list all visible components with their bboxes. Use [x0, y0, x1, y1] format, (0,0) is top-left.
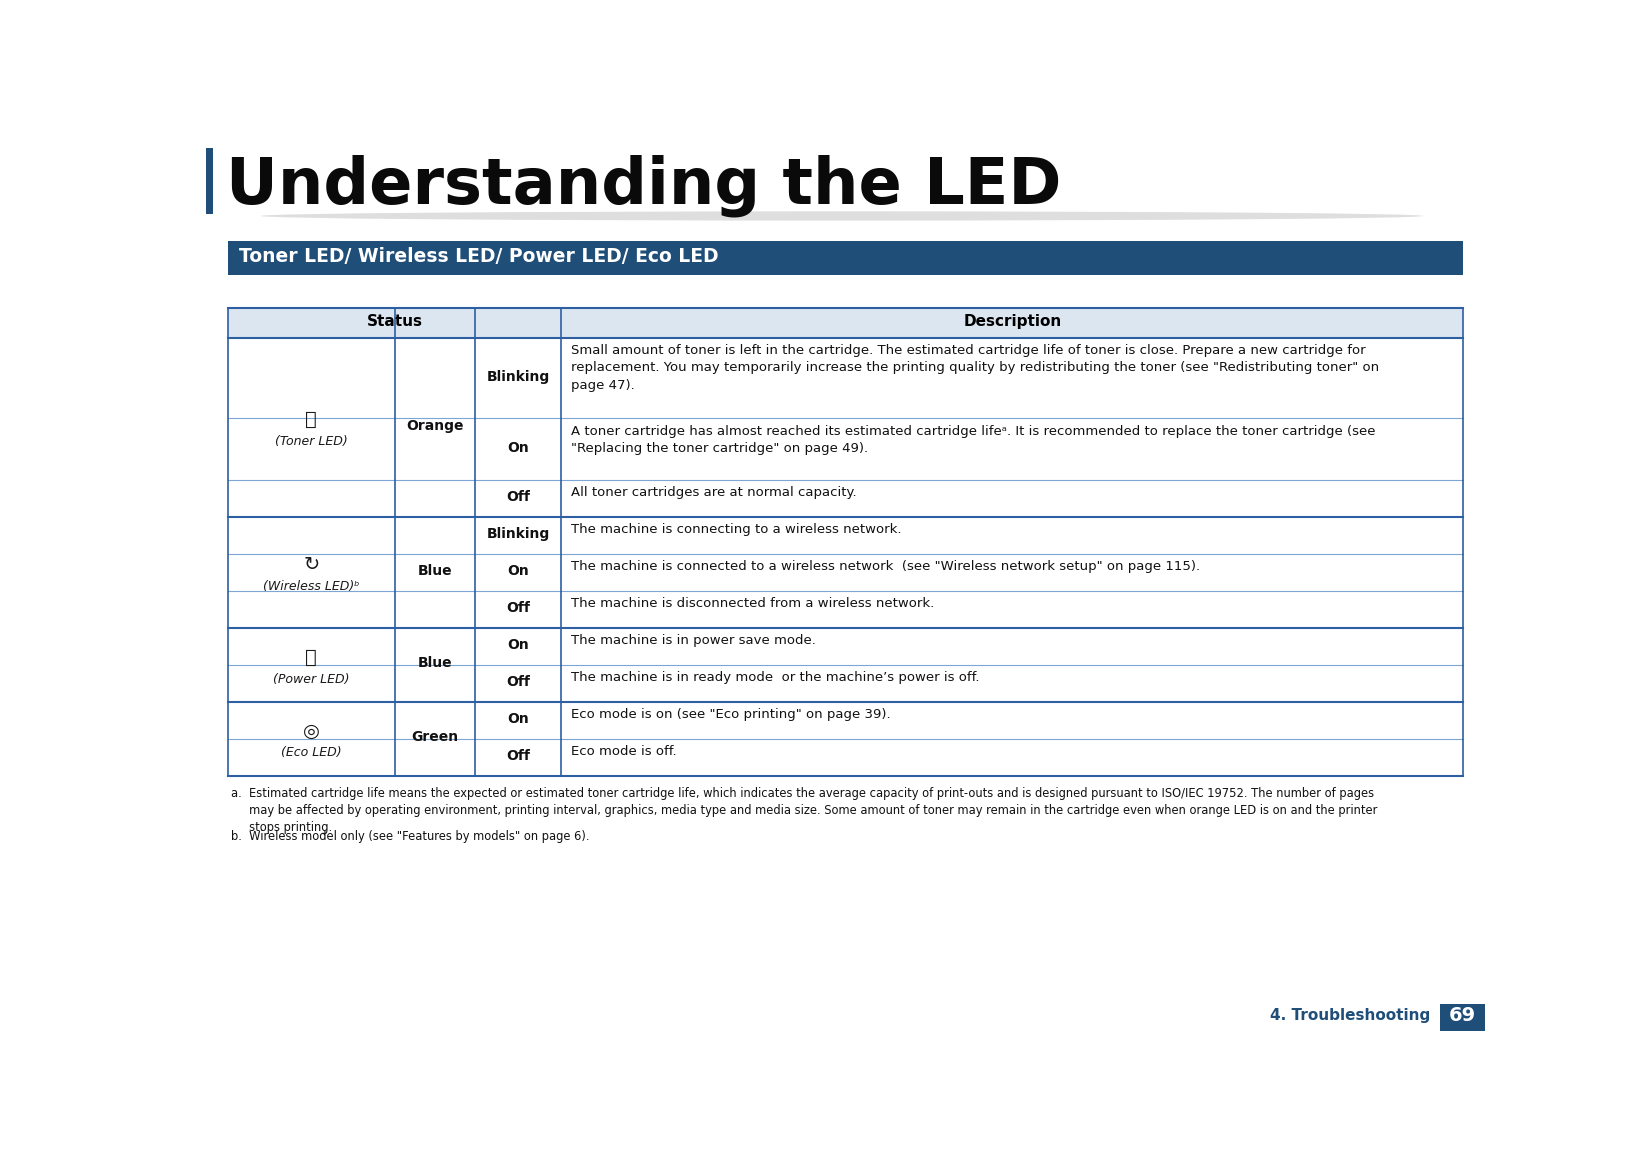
- Text: Eco mode is on (see "Eco printing" on page 39).: Eco mode is on (see "Eco printing" on pa…: [571, 708, 891, 721]
- Text: ⏻: ⏻: [305, 647, 317, 667]
- Text: (Wireless LED)ᵇ: (Wireless LED)ᵇ: [262, 580, 360, 593]
- Text: Blinking: Blinking: [487, 369, 549, 383]
- Text: Off: Off: [507, 601, 530, 615]
- Text: Toner LED/ Wireless LED/ Power LED/ Eco LED: Toner LED/ Wireless LED/ Power LED/ Eco …: [239, 247, 718, 265]
- Text: The machine is connected to a wireless network  (see "Wireless network setup" on: The machine is connected to a wireless n…: [571, 560, 1200, 573]
- Text: Status: Status: [366, 314, 422, 329]
- Text: All toner cartridges are at normal capacity.: All toner cartridges are at normal capac…: [571, 486, 856, 499]
- Ellipse shape: [261, 212, 1422, 220]
- Text: The machine is connecting to a wireless network.: The machine is connecting to a wireless …: [571, 523, 901, 536]
- Text: b.  Wireless model only (see "Features by models" on page 6).: b. Wireless model only (see "Features by…: [231, 829, 589, 843]
- Text: ↻: ↻: [304, 556, 320, 574]
- Text: Off: Off: [507, 490, 530, 504]
- Text: A toner cartridge has almost reached its estimated cartridge lifeᵃ. It is recomm: A toner cartridge has almost reached its…: [571, 425, 1376, 455]
- Text: Understanding the LED: Understanding the LED: [226, 154, 1061, 217]
- Text: The machine is in power save mode.: The machine is in power save mode.: [571, 635, 815, 647]
- Text: Blue: Blue: [417, 564, 452, 578]
- Text: The machine is disconnected from a wireless network.: The machine is disconnected from a wirel…: [571, 598, 934, 610]
- Text: Blue: Blue: [417, 657, 452, 670]
- Text: The machine is in ready mode  or the machine’s power is off.: The machine is in ready mode or the mach…: [571, 670, 980, 684]
- Bar: [206, 148, 213, 213]
- Text: ◎: ◎: [304, 721, 320, 741]
- Text: (Eco LED): (Eco LED): [280, 747, 342, 760]
- Text: On: On: [508, 441, 530, 455]
- Text: 4. Troubleshooting: 4. Troubleshooting: [1270, 1009, 1431, 1024]
- Text: Description: Description: [964, 314, 1061, 329]
- Text: (Toner LED): (Toner LED): [276, 435, 348, 448]
- Text: Small amount of toner is left in the cartridge. The estimated cartridge life of : Small amount of toner is left in the car…: [571, 344, 1379, 391]
- Text: a.  Estimated cartridge life means the expected or estimated toner cartridge lif: a. Estimated cartridge life means the ex…: [231, 786, 1378, 834]
- Text: 69: 69: [1449, 1006, 1477, 1026]
- Text: Off: Off: [507, 675, 530, 689]
- Text: On: On: [508, 564, 530, 578]
- Text: ⎘: ⎘: [305, 410, 317, 430]
- Text: On: On: [508, 712, 530, 726]
- Text: On: On: [508, 638, 530, 652]
- Bar: [228, 308, 1464, 338]
- Text: (Power LED): (Power LED): [274, 673, 350, 686]
- Bar: [1440, 1004, 1485, 1031]
- Text: Orange: Orange: [406, 419, 464, 433]
- Text: Blinking: Blinking: [487, 527, 549, 541]
- Text: Green: Green: [411, 731, 459, 745]
- Text: Off: Off: [507, 749, 530, 763]
- Text: Eco mode is off.: Eco mode is off.: [571, 745, 676, 758]
- Bar: [228, 241, 1464, 276]
